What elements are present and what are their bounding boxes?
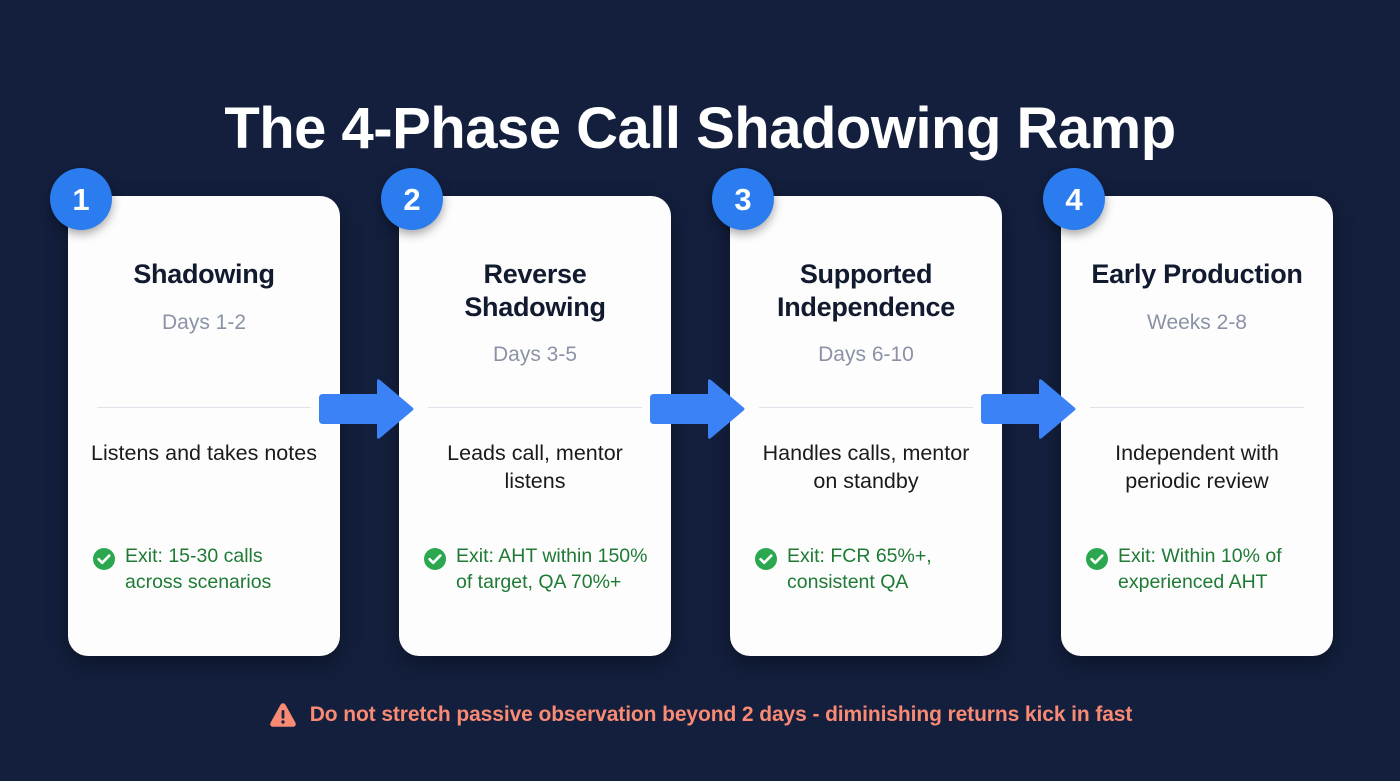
card-divider xyxy=(1090,407,1304,408)
phase-description: Independent with periodic review xyxy=(1115,441,1279,494)
arrow-right-icon xyxy=(317,378,415,440)
phase-duration: Days 3-5 xyxy=(492,342,578,366)
phase-number-badge: 1 xyxy=(50,168,112,230)
phase-number-badge: 3 xyxy=(712,168,774,230)
phase-exit-criteria: Exit: AHT within 150% of target, QA 70%+ xyxy=(423,544,649,595)
card-divider xyxy=(97,407,311,408)
phase-card[interactable]: 2 Reverse Shadowing Days 3-5 Leads call,… xyxy=(381,168,671,656)
arrow-right-icon xyxy=(648,378,746,440)
exit-criteria-text: Exit: AHT within 150% of target, QA 70%+ xyxy=(456,545,648,593)
phase-exit-criteria: Exit: FCR 65%+, consistent QA xyxy=(754,544,980,595)
exit-criteria-text: Exit: FCR 65%+, consistent QA xyxy=(787,545,932,593)
phase-card[interactable]: 4 Early Production Weeks 2-8 Independent… xyxy=(1043,168,1333,656)
exit-criteria-text: Exit: Within 10% of experienced AHT xyxy=(1118,545,1282,593)
phase-card[interactable]: 1 Shadowing Days 1-2 Listens and takes n… xyxy=(50,168,340,656)
check-circle-icon xyxy=(1085,547,1109,571)
phase-exit-criteria: Exit: Within 10% of experienced AHT xyxy=(1085,544,1311,595)
phase-duration: Weeks 2-8 xyxy=(1147,311,1247,334)
phase-card[interactable]: 3 Supported Independence Days 6-10 Handl… xyxy=(712,168,1002,656)
check-circle-icon xyxy=(92,547,116,571)
check-circle-icon xyxy=(754,547,778,571)
arrow-right-icon xyxy=(979,378,1077,440)
phase-description: Listens and takes notes xyxy=(91,441,317,465)
phase-title: Reverse Shadowing xyxy=(464,259,606,322)
phase-title: Shadowing xyxy=(133,259,275,289)
warning-triangle-icon xyxy=(268,700,298,730)
exit-criteria-text: Exit: 15-30 calls across scenarios xyxy=(125,545,272,593)
warning-text: Do not stretch passive observation beyon… xyxy=(309,703,1133,726)
footer-warning: Do not stretch passive observation beyon… xyxy=(0,700,1400,730)
phase-description: Leads call, mentor listens xyxy=(447,441,623,494)
phase-duration: Days 6-10 xyxy=(818,342,914,366)
phase-number-badge: 2 xyxy=(381,168,443,230)
phase-duration: Days 1-2 xyxy=(161,311,247,334)
phase-title: Supported Independence xyxy=(777,259,955,322)
phase-exit-criteria: Exit: 15-30 calls across scenarios xyxy=(92,544,318,595)
phase-description: Handles calls, mentor on standby xyxy=(762,441,970,494)
card-divider xyxy=(428,407,642,408)
check-circle-icon xyxy=(423,547,447,571)
card-divider xyxy=(759,407,973,408)
page-title: The 4-Phase Call Shadowing Ramp xyxy=(224,95,1176,161)
phase-cards-row: 1 Shadowing Days 1-2 Listens and takes n… xyxy=(50,168,1334,656)
phase-number-badge: 4 xyxy=(1043,168,1105,230)
phase-title: Early Production xyxy=(1091,259,1303,289)
